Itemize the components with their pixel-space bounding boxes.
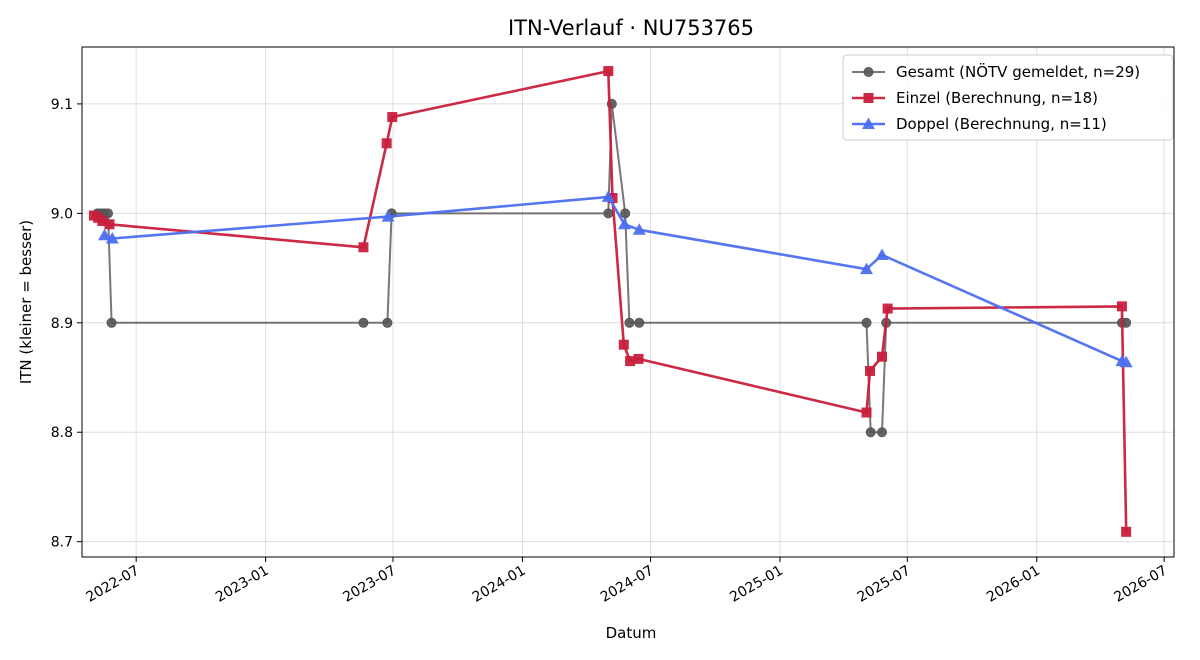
data-point (625, 356, 636, 367)
data-point (603, 208, 614, 219)
y-tick-label: 9.1 (51, 97, 73, 113)
data-point (358, 317, 369, 328)
legend-marker (862, 117, 875, 129)
data-point (358, 242, 369, 253)
legend-marker (863, 93, 874, 103)
data-point (860, 262, 874, 275)
legend-label: Doppel (Berechnung, n=11) (896, 115, 1107, 133)
x-tick-label: 2025-07 (855, 563, 914, 606)
data-point (1119, 355, 1133, 368)
x-tick-label: 2023-07 (340, 563, 399, 606)
data-point (618, 339, 629, 350)
x-tick-label: 2024-01 (470, 563, 529, 606)
x-tick-label: 2025-01 (727, 563, 786, 606)
data-point (603, 66, 614, 77)
x-tick-label: 2026-01 (984, 563, 1043, 606)
x-tick-label: 2024-07 (598, 563, 657, 606)
data-point (381, 210, 395, 222)
x-tick-label: 2023-01 (213, 563, 272, 606)
axes-frame (81, 46, 1175, 558)
data-point (104, 219, 115, 230)
series-circle (92, 98, 1132, 438)
data-series (88, 66, 1133, 537)
plot-frame (81, 46, 1175, 558)
legend-label: Gesamt (NÖTV gemeldet, n=29) (896, 62, 1140, 81)
series-triangle (98, 190, 1133, 368)
x-tick-label: 2022-07 (84, 563, 143, 606)
data-point (381, 138, 392, 149)
data-point (861, 317, 872, 328)
series-square (88, 66, 1132, 537)
data-point (875, 248, 889, 260)
series-line (103, 195, 1127, 364)
legend-item: Doppel (Berechnung, n=11) (852, 115, 1107, 133)
data-point (624, 317, 635, 328)
y-tick-label: 9.0 (51, 206, 73, 222)
data-point (387, 112, 398, 123)
data-point (861, 407, 872, 418)
data-point (633, 353, 644, 364)
data-point (98, 228, 112, 241)
data-point (106, 317, 117, 328)
legend-label: Einzel (Berechnung, n=18) (896, 89, 1098, 107)
y-tick-label: 8.9 (51, 316, 73, 332)
chart-title: ITN-Verlauf · NU753765 (508, 16, 754, 40)
data-point (877, 427, 888, 438)
legend-item: Gesamt (NÖTV gemeldet, n=29) (852, 62, 1140, 81)
data-point (632, 223, 646, 235)
data-point (617, 217, 631, 230)
x-tick-label: 2026-07 (1111, 563, 1170, 606)
data-point (882, 303, 893, 314)
y-tick-label: 8.8 (51, 425, 73, 441)
data-point (1116, 301, 1127, 312)
data-point (382, 317, 393, 328)
y-axis-label: ITN (kleiner = besser) (17, 220, 35, 384)
data-point (865, 427, 876, 438)
data-point (601, 190, 615, 202)
data-point (105, 232, 119, 244)
data-point (865, 365, 876, 376)
data-point (103, 208, 114, 219)
data-point (877, 351, 888, 362)
data-point (1121, 526, 1132, 537)
y-tick-label: 8.7 (51, 535, 73, 551)
data-point (97, 216, 108, 227)
data-point (620, 208, 631, 219)
legend-box (842, 54, 1174, 141)
legend: Gesamt (NÖTV gemeldet, n=29) Einzel (Bere… (842, 54, 1174, 141)
legend-item: Einzel (Berechnung, n=18) (852, 89, 1098, 107)
data-point (634, 317, 645, 328)
x-axis-label: Datum (606, 624, 657, 642)
legend-marker (863, 67, 874, 77)
